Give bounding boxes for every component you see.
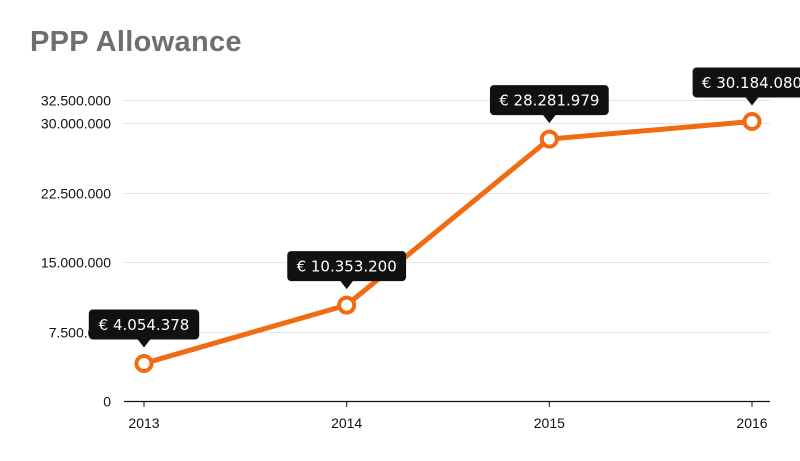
y-tick-label: 15.000.000 xyxy=(41,255,111,271)
chart-title: PPP Allowance xyxy=(30,26,242,58)
data-label: € 28.281.979 xyxy=(489,85,609,124)
data-label-box xyxy=(489,85,609,116)
data-point xyxy=(742,111,762,131)
x-tick-label: 2014 xyxy=(331,415,362,431)
data-label-box xyxy=(692,67,800,98)
data-label-box xyxy=(88,309,200,340)
data-label-text: € 10.353.200 xyxy=(297,258,397,276)
series-line-path xyxy=(141,118,755,366)
series-points xyxy=(134,111,762,373)
data-label-text: € 4.054.378 xyxy=(99,316,190,334)
data-label-text: € 28.281.979 xyxy=(499,92,599,110)
data-label-pointer xyxy=(137,338,151,348)
series-line xyxy=(141,118,755,366)
data-label-pointer xyxy=(339,280,354,290)
data-point xyxy=(337,295,357,315)
data-point xyxy=(539,129,559,149)
data-label: € 4.054.378 xyxy=(88,309,200,348)
x-axis-tick-labels: 2013 2014 2015 2016 xyxy=(128,415,767,431)
y-axis-tick-labels: 07.500.00015.000.00022.500.00030.000.000… xyxy=(41,93,111,410)
y-tick-label: 0 xyxy=(103,394,111,410)
data-labels: € 4.054.378 € 10.353.200 € 28.281.979 € 30.… xyxy=(88,67,800,348)
data-label-pointer xyxy=(542,114,557,124)
axes xyxy=(124,400,770,407)
grid-lines xyxy=(124,100,770,333)
data-label-pointer xyxy=(745,96,759,106)
x-tick-label: 2016 xyxy=(736,415,767,431)
data-label: € 10.353.200 xyxy=(287,251,407,290)
x-tick-label: 2013 xyxy=(128,415,159,431)
y-tick-label: 30.000.000 xyxy=(41,116,111,132)
x-tick-label: 2015 xyxy=(534,415,565,431)
data-point xyxy=(134,353,154,373)
y-tick-label: 22.500.000 xyxy=(41,186,111,202)
data-label: € 30.184.080 xyxy=(692,67,800,106)
data-label-box xyxy=(287,251,407,282)
y-tick-label: 32.500.000 xyxy=(41,93,111,109)
data-label-text: € 30.184.080 xyxy=(702,74,800,92)
